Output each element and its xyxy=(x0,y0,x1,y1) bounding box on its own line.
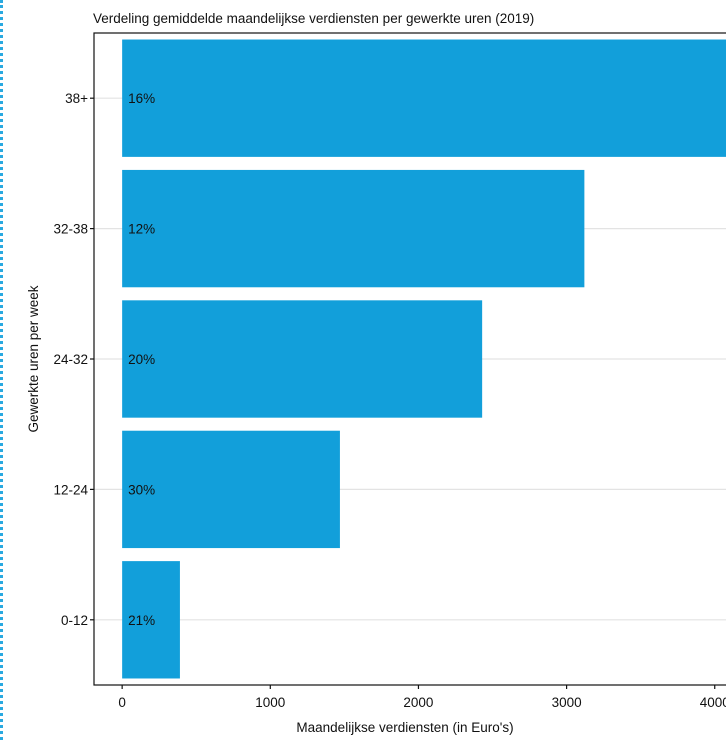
y-axis-label: Gewerkte uren per week xyxy=(26,285,41,432)
bar-label-0-12: 21% xyxy=(128,613,155,628)
y-tick-label-32-38: 32-38 xyxy=(53,222,88,237)
x-tick-label-3000: 3000 xyxy=(552,695,582,710)
bar-label-38plus: 16% xyxy=(128,91,155,106)
bar-38plus xyxy=(122,39,726,157)
y-axis-ticks: 38+ 32-38 24-32 12-24 0-12 xyxy=(53,91,94,628)
x-tick-label-2000: 2000 xyxy=(403,695,433,710)
y-tick-label-24-32: 24-32 xyxy=(53,352,88,367)
bar-12-24 xyxy=(122,430,340,549)
x-tick-label-0: 0 xyxy=(118,695,126,710)
x-tick-label-1000: 1000 xyxy=(255,695,285,710)
bars xyxy=(122,39,726,679)
y-tick-label-38plus: 38+ xyxy=(65,91,88,106)
bar-24-32 xyxy=(122,300,483,418)
bar-label-32-38: 12% xyxy=(128,222,155,237)
y-tick-label-0-12: 0-12 xyxy=(61,613,88,628)
x-axis-label: Maandelijkse verdiensten (in Euro's) xyxy=(296,720,513,735)
bar-label-24-32: 20% xyxy=(128,352,155,367)
bar-0-12 xyxy=(122,561,180,679)
x-axis-ticks: 0 1000 2000 3000 4000 xyxy=(118,685,726,710)
bar-labels: 16% 12% 20% 30% 21% xyxy=(128,91,155,628)
y-tick-label-12-24: 12-24 xyxy=(53,482,88,497)
chart-title: Verdeling gemiddelde maandelijkse verdie… xyxy=(93,11,534,26)
x-tick-label-4000: 4000 xyxy=(700,695,726,710)
bar-label-12-24: 30% xyxy=(128,482,155,497)
bar-32-38 xyxy=(122,169,585,288)
left-dotted-border xyxy=(0,0,4,740)
